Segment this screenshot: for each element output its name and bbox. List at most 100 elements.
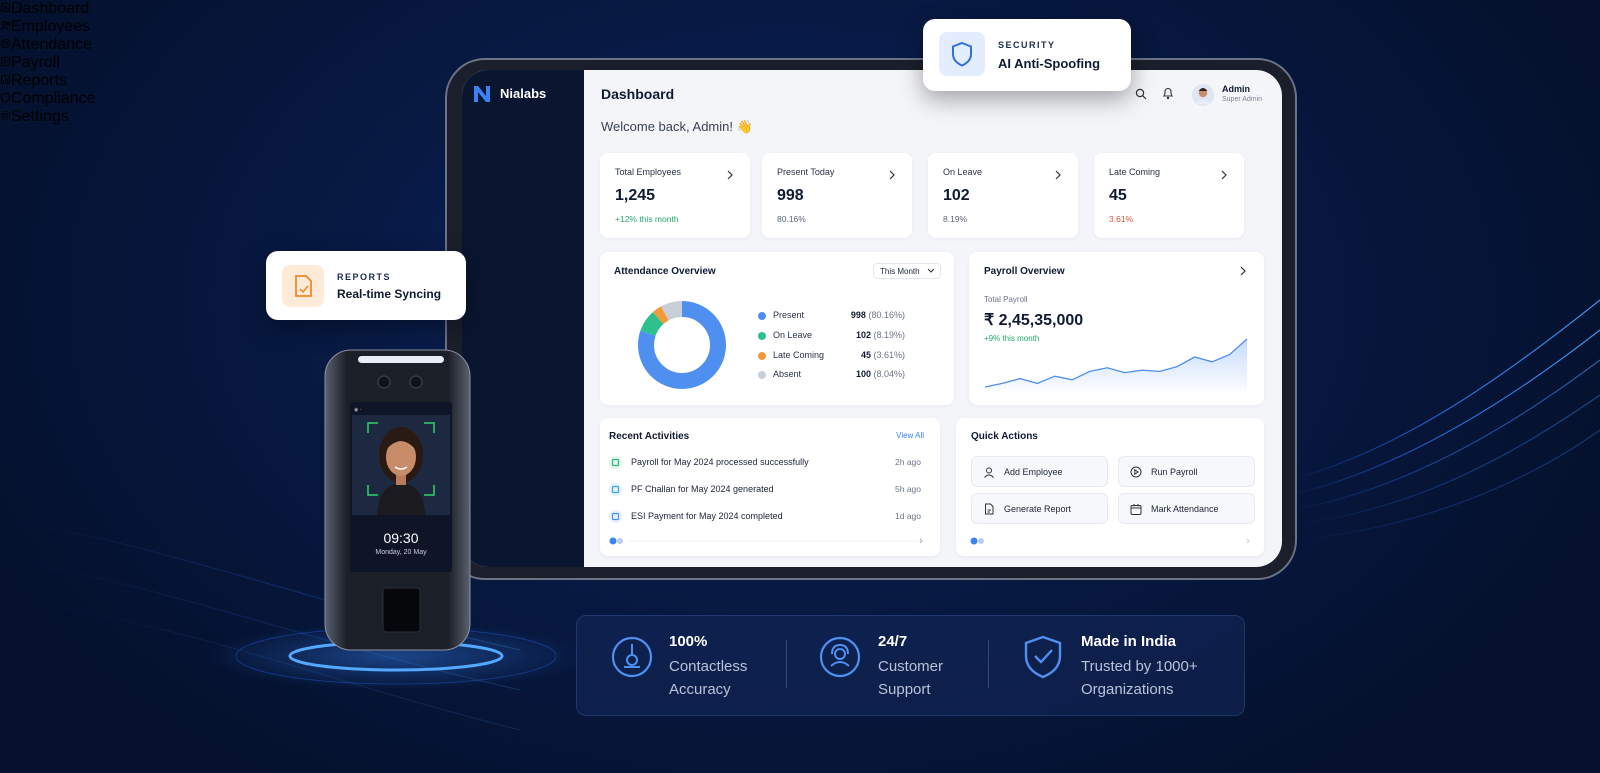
period-dropdown[interactable]: This Month	[873, 263, 941, 279]
activity-time: 5h ago	[895, 484, 921, 494]
feature-line: Trusted by 1000+	[1081, 658, 1198, 675]
card-title: Attendance Overview	[614, 266, 716, 277]
icon	[1130, 466, 1142, 477]
menu-label: Reports	[11, 72, 68, 89]
legend-value: 100 (8.04%)	[820, 369, 905, 379]
feature-line: Support	[878, 681, 931, 698]
activity-time: 1d ago	[895, 511, 921, 521]
menu-label: Compliance	[11, 90, 96, 107]
menu-item[interactable]: Dashboard	[0, 0, 1600, 18]
legend-swatch	[758, 351, 766, 360]
legend-name: Absent	[773, 369, 802, 380]
brand-name: Nialabs	[500, 86, 547, 101]
divider	[988, 640, 989, 688]
icon	[1, 3, 10, 12]
menu-item[interactable]: Reports	[0, 72, 1600, 90]
device-time: 09:30	[383, 530, 419, 546]
chevron[interactable]	[888, 167, 896, 185]
icon	[984, 467, 994, 478]
legend-percent: (80.16%)	[868, 310, 905, 320]
sidebar	[462, 70, 584, 567]
stat-note: 8.19%	[943, 214, 968, 224]
legend-swatch	[758, 331, 766, 340]
menu-item[interactable]: Attendance	[0, 36, 1600, 54]
stat-card	[928, 153, 1078, 238]
icon	[0, 21, 11, 31]
chevron[interactable]	[726, 167, 734, 185]
legend-swatch	[758, 312, 766, 320]
menu-item[interactable]: Settings	[0, 108, 1600, 126]
quick-action-button[interactable]: Add Employee	[971, 456, 1108, 487]
icon	[727, 170, 733, 180]
legend-percent: (3.61%)	[873, 349, 905, 360]
payroll-label: Total Payroll	[984, 295, 1028, 304]
search-icon[interactable]	[1135, 88, 1147, 100]
stat-note: 80.16%	[777, 214, 806, 224]
legend-percent: (8.19%)	[873, 329, 905, 340]
chevron[interactable]	[1054, 167, 1062, 185]
legend-count: 998	[850, 310, 866, 320]
stat-card	[1094, 153, 1244, 238]
icon	[1, 75, 10, 84]
feature-icon	[611, 636, 653, 678]
avatar[interactable]	[1191, 83, 1215, 107]
stat-note: 3.61%	[1109, 214, 1134, 224]
quick-action-label: Add Employee	[1004, 466, 1063, 477]
chevron[interactable]	[1239, 266, 1247, 276]
divider	[786, 640, 787, 688]
quick-action-button[interactable]: Mark Attendance	[1118, 493, 1255, 524]
view-all-link[interactable]: View All	[896, 431, 924, 440]
wave-lines	[0, 299, 1600, 731]
user-role: Super Admin	[1222, 96, 1263, 103]
device-date: Monday, 20 May	[375, 549, 427, 556]
feature-line: Customer	[878, 658, 944, 675]
icon	[1055, 170, 1061, 180]
menu-label: Employees	[11, 18, 91, 35]
payroll-change: +9% this month	[984, 334, 1040, 343]
menu-item[interactable]: Compliance	[0, 90, 1600, 108]
reports-icon	[282, 265, 324, 307]
feature-title: Made in India	[1081, 633, 1177, 650]
activity-text: PF Challan for May 2024 generated	[631, 484, 774, 494]
menu-item[interactable]: Payroll	[0, 54, 1600, 72]
feature-title: 24/7	[878, 633, 908, 650]
quick-action-button[interactable]: Generate Report	[971, 493, 1108, 524]
brand-logo	[474, 86, 490, 102]
donut-chart	[638, 301, 726, 389]
notification-icon[interactable]	[1162, 87, 1174, 100]
features-bar	[576, 615, 1245, 716]
legend-value: 998 (80.16%)	[820, 310, 905, 320]
activity-time: 2h ago	[895, 457, 921, 467]
badge-eyebrow: REPORTS	[337, 272, 392, 282]
legend-name: Present	[773, 310, 805, 320]
badge-eyebrow: SECURITY	[998, 40, 1056, 50]
activities-card	[600, 418, 940, 556]
payroll-amount: ₹ 2,45,35,000	[984, 312, 1084, 329]
stat-label: Present Today	[777, 167, 835, 177]
trend-area	[985, 339, 1247, 392]
menu-label: Attendance	[11, 36, 92, 53]
feature-icon	[1024, 635, 1062, 679]
legend-value: 45 (3.61%)	[820, 350, 905, 360]
device-glow	[206, 622, 586, 690]
activity-icon	[609, 456, 622, 469]
donut-segment	[638, 301, 726, 389]
quick-action-label: Mark Attendance	[1151, 503, 1219, 514]
activity-text: Payroll for May 2024 processed successfu…	[631, 457, 809, 467]
icon	[611, 458, 620, 467]
icon	[985, 503, 994, 514]
legend-name: On Leave	[773, 329, 813, 340]
svg-text:◉ ◦: ◉ ◦	[354, 407, 362, 413]
menu-item[interactable]: Employees	[0, 18, 1600, 36]
legend-count: 102	[855, 329, 871, 340]
quick-action-button[interactable]: Run Payroll	[1118, 456, 1255, 487]
legend-count: 100	[855, 369, 871, 380]
stat-card	[600, 153, 750, 238]
quick-action-label: Generate Report	[1004, 503, 1072, 514]
face-terminal: ◉ ◦	[324, 349, 471, 651]
feature-line: Contactless	[669, 658, 748, 675]
chevron[interactable]	[1220, 167, 1228, 185]
